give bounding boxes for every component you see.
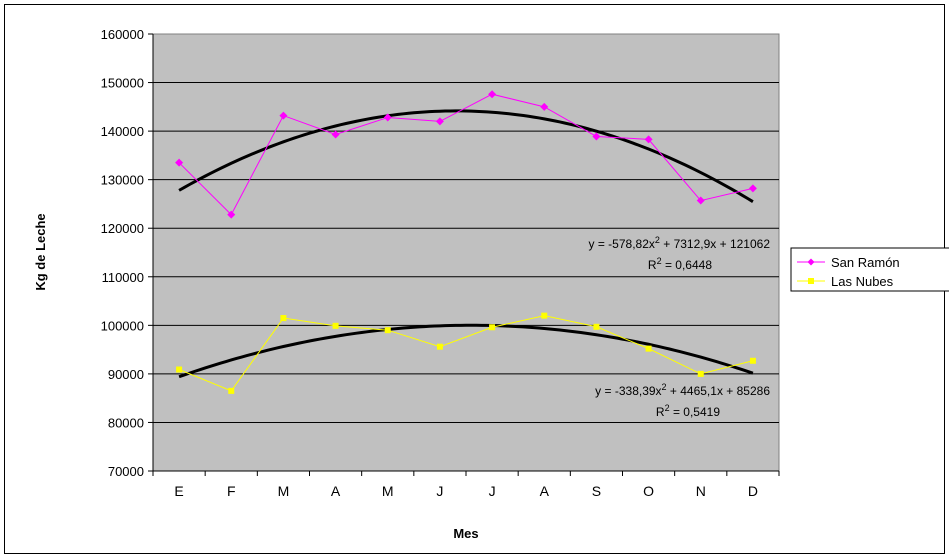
y-tick-label: 150000 (101, 76, 144, 91)
series-line-las-nubes (178, 315, 754, 392)
data-point-san-ramon (540, 102, 549, 111)
x-tick-label: O (643, 483, 654, 499)
y-tick-label: 130000 (101, 173, 144, 188)
trend-eq-1-main: y = -578,82x (589, 237, 655, 251)
trendline-las-nubes (178, 323, 754, 379)
y-tick-label: 100000 (101, 318, 144, 333)
data-point-las-nubes (332, 322, 339, 329)
x-tick-label: A (540, 483, 550, 499)
data-point-san-ramon (488, 90, 497, 99)
y-tick-label: 160000 (101, 27, 144, 42)
trend-eq-2-main: y = -338,39x (595, 384, 661, 398)
data-point-las-nubes (176, 366, 183, 373)
data-point-san-ramon (748, 184, 757, 193)
x-tick-label: M (382, 483, 394, 499)
axes (148, 33, 780, 476)
y-tick-label: 140000 (101, 124, 144, 139)
trend-r2-2-value: = 0,5419 (670, 405, 721, 419)
x-tick-label: A (331, 483, 341, 499)
data-point-las-nubes (593, 323, 600, 330)
x-tick-label: E (174, 483, 183, 499)
x-tick-label: M (278, 483, 290, 499)
x-tick-label: D (748, 483, 758, 499)
legend-label-san-ramon: San Ramón (831, 255, 900, 270)
data-point-las-nubes (489, 324, 496, 331)
svg-text:R2 = 0,5419: R2 = 0,5419 (656, 403, 720, 419)
x-tick-label: N (696, 483, 706, 499)
y-tick-label: 90000 (108, 367, 144, 382)
trend-equation-las-nubes: y = -338,39x2 + 4465,1x + 85286 R2 = 0,5… (595, 382, 770, 419)
data-point-las-nubes (280, 315, 287, 322)
legend: San Ramón Las Nubes (790, 247, 949, 292)
y-tick-label: 120000 (101, 221, 144, 236)
trend-eq-1-exp: 2 (655, 235, 660, 245)
trendlines (178, 109, 754, 379)
series-line-san-ramon (178, 93, 754, 216)
trend-r2-2-label: R (656, 405, 665, 419)
series-markers (175, 90, 757, 394)
y-tick-label: 70000 (108, 464, 144, 479)
trend-r2-1-label: R (648, 258, 657, 272)
data-point-san-ramon (175, 158, 184, 167)
x-tick-label: F (227, 483, 236, 499)
plot-area (152, 33, 780, 472)
data-point-san-ramon (383, 113, 392, 122)
data-point-las-nubes (749, 357, 756, 364)
legend-marker-san-ramon (807, 258, 815, 266)
data-point-las-nubes (436, 343, 443, 350)
x-tick-label: J (489, 483, 496, 499)
tick-labels: 70000 80000 90000 100000 110000 120000 130000 1… (101, 27, 758, 499)
legend-label-las-nubes: Las Nubes (831, 274, 894, 289)
y-axis-title: Kg de Leche (33, 213, 48, 290)
series-lines (178, 93, 754, 392)
data-point-san-ramon (644, 135, 653, 144)
svg-text:y = -578,82x2 + 7312,9x + 1210: y = -578,82x2 + 7312,9x + 121062 (589, 235, 771, 251)
legend-box (790, 247, 949, 292)
y-tick-label: 110000 (102, 270, 144, 285)
data-point-san-ramon (227, 210, 236, 219)
trend-eq-2-exp: 2 (662, 382, 667, 392)
data-point-las-nubes (541, 312, 548, 319)
trend-eq-2-rest: + 4465,1x + 85286 (667, 384, 771, 398)
data-point-san-ramon (592, 132, 601, 141)
x-axis-title: Mes (453, 526, 478, 541)
data-point-las-nubes (645, 345, 652, 352)
trend-r2-2-exp: 2 (665, 403, 670, 413)
data-point-las-nubes (697, 370, 704, 377)
trend-equation-san-ramon: y = -578,82x2 + 7312,9x + 121062 R2 = 0,… (589, 235, 771, 272)
trend-r2-1-value: = 0,6448 (662, 258, 713, 272)
data-point-las-nubes (228, 387, 235, 394)
data-point-san-ramon (279, 111, 288, 120)
trendline-san-ramon (178, 109, 754, 203)
trend-eq-1-rest: + 7312,9x + 121062 (660, 237, 770, 251)
trend-r2-1-exp: 2 (657, 256, 662, 266)
x-tick-label: S (592, 483, 601, 499)
data-point-las-nubes (384, 327, 391, 334)
data-point-san-ramon (331, 130, 340, 139)
data-point-san-ramon (696, 196, 705, 205)
y-tick-label: 80000 (108, 415, 144, 430)
svg-text:y = -338,39x2 + 4465,1x + 8528: y = -338,39x2 + 4465,1x + 85286 (595, 382, 770, 398)
data-point-san-ramon (435, 117, 444, 126)
x-tick-label: J (436, 483, 443, 499)
svg-text:R2 = 0,6448: R2 = 0,6448 (648, 256, 712, 272)
legend-marker-las-nubes (808, 278, 814, 284)
